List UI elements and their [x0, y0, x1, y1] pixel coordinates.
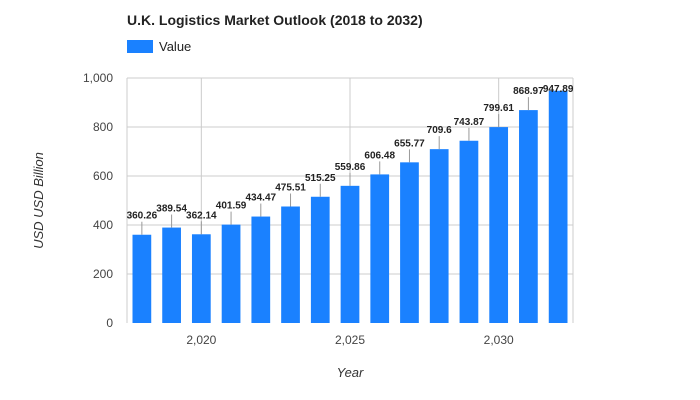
- data-label: 515.25: [305, 173, 336, 184]
- y-tick-label: 600: [93, 169, 113, 183]
- data-label: 868.97: [513, 86, 544, 97]
- y-tick-label: 1,000: [83, 71, 113, 85]
- data-label: 559.86: [335, 162, 366, 173]
- legend-label-value: Value: [159, 39, 192, 54]
- bar: [400, 162, 419, 323]
- legend-swatch-value: [127, 40, 153, 53]
- bar: [370, 174, 390, 323]
- data-label: 947.89: [543, 84, 574, 95]
- data-label: 606.48: [364, 150, 395, 161]
- legend: Value: [127, 39, 191, 54]
- data-label: 389.54: [156, 204, 187, 215]
- chart-title: U.K. Logistics Market Outlook (2018 to 2…: [127, 12, 423, 28]
- bar: [548, 90, 568, 323]
- x-tick-label: 2,025: [335, 333, 365, 347]
- data-label: 743.87: [454, 117, 485, 128]
- data-label: 360.26: [127, 211, 158, 222]
- data-label: 401.59: [216, 201, 247, 212]
- y-tick-label: 800: [93, 120, 113, 134]
- bar: [191, 234, 211, 323]
- bar: [489, 127, 509, 323]
- bar: [221, 224, 241, 323]
- data-label: 475.51: [275, 183, 306, 194]
- data-label: 362.14: [186, 210, 217, 221]
- bar: [162, 227, 181, 323]
- data-label: 799.61: [483, 103, 514, 114]
- data-label: 655.77: [394, 138, 425, 149]
- data-label: 434.47: [246, 193, 277, 204]
- bar: [281, 206, 300, 323]
- bar: [459, 140, 479, 323]
- bar: [132, 234, 152, 323]
- y-tick-label: 200: [93, 267, 113, 281]
- bar: [310, 196, 330, 323]
- y-axis-title: USD USD Billion: [31, 152, 46, 249]
- data-label: 709.6: [427, 125, 452, 136]
- x-axis-title: Year: [337, 365, 364, 380]
- bar: [429, 149, 449, 323]
- bar: [251, 216, 271, 323]
- y-tick-label: 400: [93, 218, 113, 232]
- x-tick-label: 2,030: [484, 333, 514, 347]
- bar: [340, 185, 360, 323]
- bar: [519, 110, 538, 323]
- y-tick-label: 0: [106, 316, 113, 330]
- x-tick-label: 2,020: [186, 333, 216, 347]
